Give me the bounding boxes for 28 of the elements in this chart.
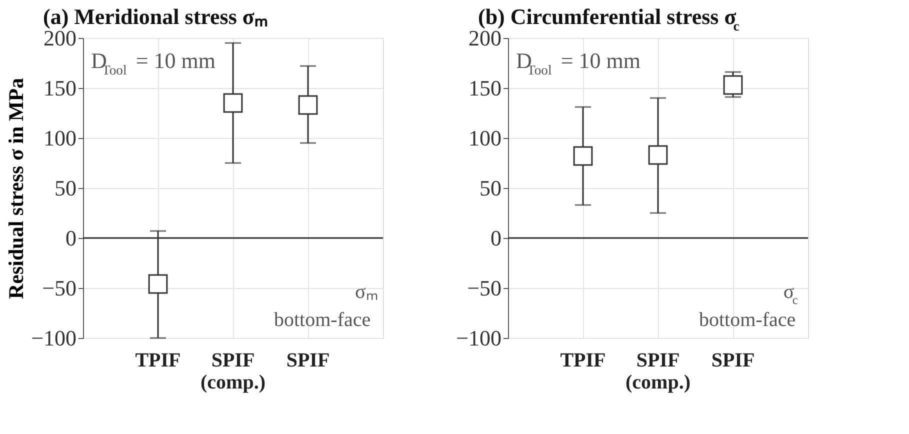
y-tick-label: 100 <box>468 126 502 150</box>
y-tick-label: −100 <box>31 326 76 350</box>
point <box>723 75 743 95</box>
point <box>648 145 668 165</box>
y-tick-label: −50 <box>467 276 502 300</box>
annotation: bottom-face <box>699 309 796 331</box>
y-tick-label: 0 <box>66 226 76 250</box>
point <box>573 146 593 166</box>
x-tick-label: SPIF (comp.) <box>626 350 690 394</box>
x-tick-label: SPIF <box>286 350 330 372</box>
x-tick-label: TPIF <box>560 350 606 372</box>
y-tick-label: 50 <box>480 176 502 200</box>
y-tick-label: 150 <box>44 76 76 100</box>
y-tick-label: 150 <box>468 76 502 100</box>
x-tick-label: TPIF <box>135 350 181 372</box>
y-tick-label: 100 <box>44 126 76 150</box>
point <box>298 95 318 115</box>
y-tick-label: 50 <box>54 176 76 200</box>
y-tick-label: −100 <box>456 326 502 350</box>
y-tick-label: 0 <box>490 226 502 250</box>
y-axis-title: Residual stress σ in MPa <box>4 77 28 300</box>
annotation: σₘ <box>355 281 378 303</box>
x-tick-label: SPIF (comp.) <box>200 350 266 394</box>
point <box>148 274 168 294</box>
x-tick-label: SPIF <box>711 350 755 372</box>
annotation: bottom-face <box>274 309 371 331</box>
y-tick-label: −50 <box>42 276 76 300</box>
point <box>223 93 243 113</box>
